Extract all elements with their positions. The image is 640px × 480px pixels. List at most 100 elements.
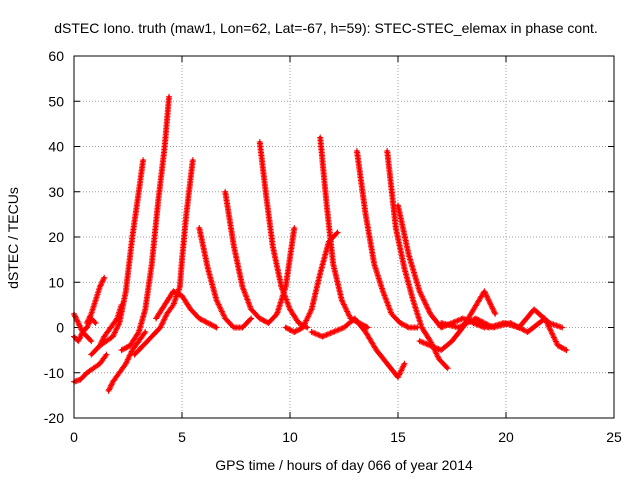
data-marker — [420, 339, 427, 346]
data-marker — [490, 308, 497, 315]
chart-title: dSTEC Iono. truth (maw1, Lon=62, Lat=-67… — [54, 20, 598, 36]
data-marker — [464, 319, 471, 326]
data-marker — [214, 298, 221, 305]
data-marker — [77, 325, 84, 332]
data-marker — [71, 312, 78, 319]
data-marker — [422, 301, 429, 308]
data-marker — [126, 352, 133, 359]
data-marker — [312, 330, 319, 337]
plot-frame — [73, 55, 615, 419]
data-marker — [302, 318, 309, 325]
data-marker — [283, 297, 290, 304]
data-series — [317, 134, 371, 331]
data-marker — [488, 302, 495, 309]
data-marker — [113, 325, 120, 332]
data-marker — [85, 317, 92, 324]
data-marker — [162, 313, 169, 320]
data-marker — [304, 314, 311, 321]
data-marker — [307, 307, 314, 314]
data-marker — [384, 301, 391, 308]
data-marker — [102, 352, 109, 359]
data-marker — [345, 311, 352, 318]
data-series — [308, 315, 408, 381]
data-marker — [278, 285, 285, 292]
data-marker — [550, 334, 557, 341]
data-marker — [459, 322, 466, 329]
data-marker — [476, 317, 483, 324]
data-marker — [424, 305, 431, 312]
data-marker — [315, 331, 322, 338]
data-marker — [77, 334, 84, 341]
data-marker — [491, 309, 498, 316]
data-marker — [128, 349, 135, 356]
data-marker — [422, 300, 429, 307]
data-point — [109, 333, 116, 340]
data-marker — [426, 308, 433, 315]
data-point — [248, 315, 255, 322]
x-tick-label: 10 — [282, 429, 298, 445]
data-marker — [384, 299, 391, 306]
data-marker — [161, 314, 168, 321]
data-series — [222, 188, 298, 326]
data-marker — [100, 276, 107, 283]
data-marker — [247, 316, 254, 323]
data-marker — [386, 305, 393, 312]
data-marker — [385, 302, 392, 309]
data-marker — [285, 302, 292, 309]
data-marker — [279, 288, 286, 295]
data-marker — [339, 298, 346, 305]
data-marker — [418, 292, 425, 299]
data-marker — [417, 290, 424, 297]
data-marker — [328, 329, 335, 336]
data-marker — [141, 330, 148, 337]
data-marker — [551, 335, 558, 342]
data-marker — [74, 317, 81, 324]
data-marker — [111, 330, 118, 337]
data-marker — [487, 300, 494, 307]
data-marker — [434, 353, 441, 360]
data-marker — [159, 320, 166, 327]
data-marker — [433, 350, 440, 357]
data-marker — [395, 372, 402, 379]
data-marker — [75, 321, 82, 328]
data-marker — [86, 314, 93, 321]
data-marker — [341, 302, 348, 309]
data-marker — [557, 323, 564, 330]
data-point — [492, 310, 499, 317]
data-marker — [381, 292, 388, 299]
data-marker — [419, 293, 426, 300]
data-marker — [124, 357, 131, 364]
data-marker — [483, 293, 490, 300]
data-marker — [327, 330, 334, 337]
data-point — [142, 329, 149, 336]
data-point — [459, 315, 466, 322]
data-marker — [458, 323, 465, 330]
data-point — [103, 351, 110, 358]
data-point — [122, 360, 129, 367]
data-marker — [242, 290, 249, 297]
data-marker — [161, 316, 168, 323]
data-marker — [553, 339, 560, 346]
data-marker — [484, 294, 491, 301]
data-marker — [421, 298, 428, 305]
data-marker — [466, 318, 473, 325]
data-marker — [487, 301, 494, 308]
data-marker — [453, 318, 460, 325]
data-marker — [158, 323, 165, 330]
data-series — [153, 288, 220, 331]
data-marker — [430, 343, 437, 350]
data-point — [330, 329, 337, 336]
data-series — [118, 93, 173, 354]
x-tick-label: 20 — [498, 429, 514, 445]
data-marker — [303, 316, 310, 323]
data-marker — [243, 293, 250, 300]
data-point — [395, 374, 401, 381]
data-marker — [323, 331, 330, 338]
data-marker — [242, 292, 249, 299]
data-marker — [314, 331, 320, 338]
data-series — [105, 329, 149, 394]
data-marker — [76, 335, 83, 342]
data-marker — [240, 286, 247, 293]
data-marker — [245, 299, 252, 306]
data-marker — [305, 313, 312, 320]
